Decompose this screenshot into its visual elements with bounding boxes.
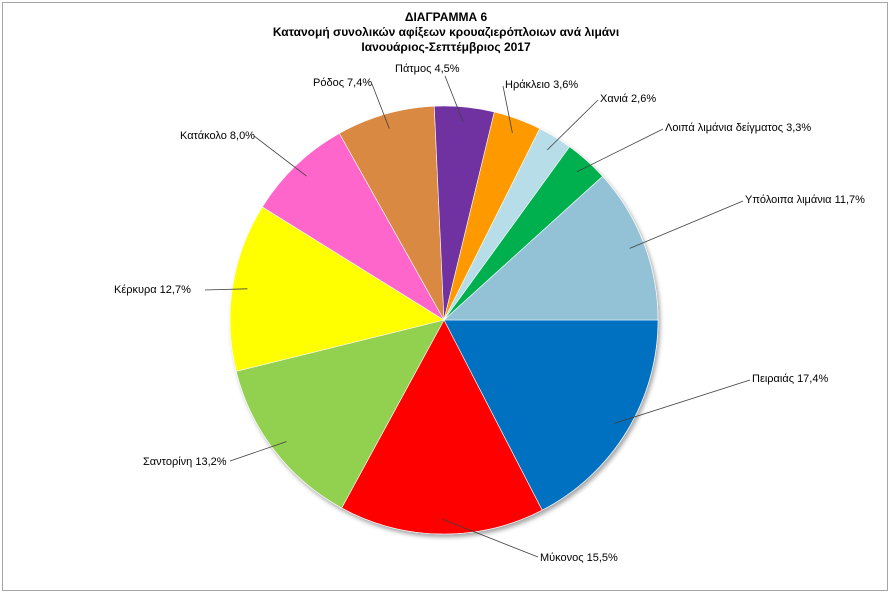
- slice-label-11: Υπόλοιπα λιμάνια 11,7%: [745, 194, 865, 206]
- chart-subtitle: Κατανομή συνολικών αφίξεων κρουαζιερόπλο…: [272, 25, 620, 39]
- leader-line-5: [253, 135, 307, 177]
- slice-label-5: Κατάκολο 8,0%: [180, 130, 255, 142]
- slice-label-1: Πειραιάς 17,4%: [752, 373, 828, 385]
- pie-slice-1: [443, 319, 659, 511]
- leader-line-9: [547, 99, 599, 151]
- slice-label-10: Λοιπά λιμάνια δείγματος 3,3%: [665, 122, 811, 134]
- slice-label-9: Χανιά 2,6%: [600, 93, 656, 105]
- pie-slice-11: [443, 175, 659, 321]
- slice-labels: Πειραιάς 17,4% Μύκονος 15,5% Σαντορίνη 13,…: [114, 63, 865, 564]
- pie-slice-5: [261, 132, 445, 321]
- leader-line-11: [629, 200, 744, 249]
- slice-label-4: Κέρκυρα 12,7%: [114, 284, 191, 296]
- pie-slice-2: [341, 319, 543, 535]
- pie-slices: [229, 105, 659, 535]
- leader-line-1: [613, 379, 751, 424]
- leader-line-4: [204, 288, 248, 291]
- leader-line-8: [502, 85, 513, 134]
- slice-label-6: Ρόδος 7,4%: [313, 77, 372, 89]
- slice-label-7: Πάτμος 4,5%: [395, 63, 460, 75]
- slice-label-3: Σαντορίνη 13,2%: [143, 456, 227, 468]
- leader-line-3: [229, 441, 287, 462]
- pie-slice-6: [338, 105, 445, 321]
- chart-titles: ΔΙΑΓΡΑΜΜΑ 6 Κατανομή συνολικών αφίξεων κ…: [0, 10, 892, 55]
- slice-label-2: Μύκονος 15,5%: [540, 552, 618, 564]
- chart-title: ΔΙΑΓΡΑΜΜΑ 6: [404, 10, 488, 24]
- leader-lines: [204, 75, 751, 558]
- leader-line-2: [441, 518, 539, 558]
- leader-line-10: [576, 128, 664, 173]
- pie-slice-4: [229, 206, 445, 372]
- pie-slice-3: [235, 319, 445, 509]
- leader-line-6: [371, 83, 390, 129]
- slice-label-8: Ηράκλειο 3,6%: [505, 79, 578, 91]
- chart-subtitle-period: Ιανουάριος-Σεπτέμβριος 2017: [361, 40, 531, 54]
- leader-line-7: [444, 75, 464, 123]
